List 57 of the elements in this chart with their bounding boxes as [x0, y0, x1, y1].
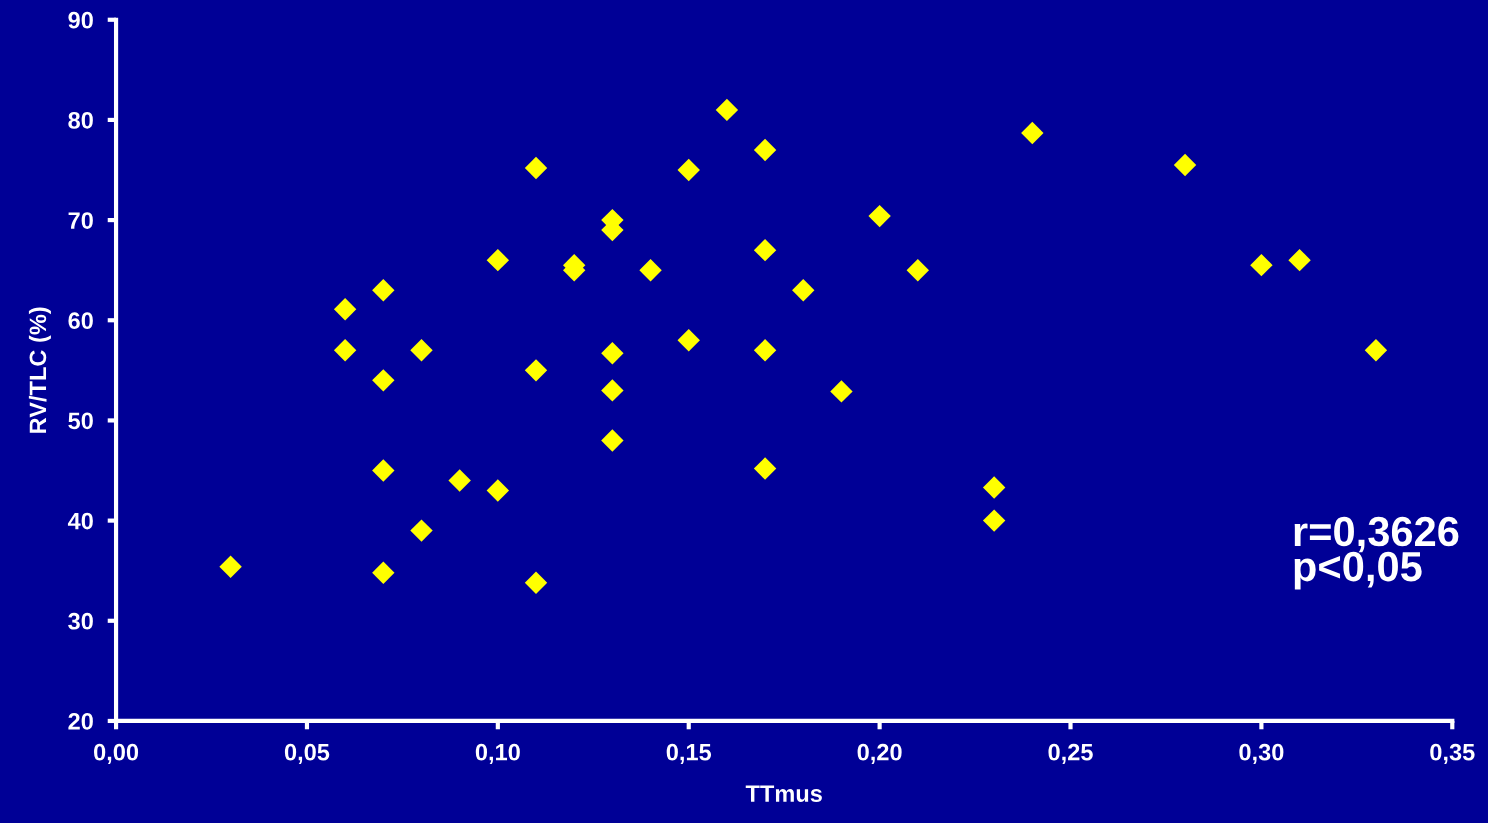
point	[982, 476, 1006, 499]
point	[486, 248, 510, 272]
point	[753, 339, 777, 362]
point	[715, 98, 739, 122]
point	[982, 509, 1006, 532]
point	[753, 138, 777, 162]
point	[372, 459, 395, 482]
y-tick-label: 20	[68, 713, 93, 730]
point	[448, 469, 471, 492]
y-tick-label: 40	[67, 512, 93, 530]
point	[333, 339, 357, 362]
x-tick-label: 0,10	[475, 743, 520, 764]
y-axis-title: RV/TLC (%)	[28, 307, 51, 433]
point	[601, 342, 624, 365]
y-tick-label: 70	[68, 212, 93, 229]
point	[677, 158, 700, 182]
point	[1021, 121, 1044, 145]
point	[601, 379, 624, 402]
x-tick-label: 0,05	[284, 743, 330, 764]
x-tick-label: 0,35	[1430, 743, 1475, 764]
point	[868, 204, 891, 228]
point	[372, 561, 395, 584]
x-tick-label: 0,20	[857, 743, 902, 764]
point	[524, 156, 548, 180]
x-tick-label: 0,00	[94, 743, 139, 764]
y-tick-label: 50	[68, 412, 93, 430]
y-tick-label: 80	[68, 111, 93, 129]
x-tick-label: 0,30	[1239, 743, 1284, 764]
y-tick-label: 60	[68, 312, 93, 330]
x-axis-title: TTmus	[745, 785, 822, 802]
point	[524, 571, 548, 594]
point	[410, 519, 433, 542]
point	[753, 457, 777, 480]
point	[830, 380, 853, 403]
y-tick-label: 90	[68, 11, 93, 29]
x-tick-label: 0,25	[1048, 743, 1093, 764]
point	[601, 429, 624, 452]
annotation: r=0,3626	[1294, 516, 1459, 553]
point	[219, 555, 242, 578]
point	[753, 238, 777, 262]
point	[1173, 153, 1197, 177]
point	[372, 279, 395, 302]
point	[677, 329, 700, 352]
point	[906, 258, 929, 282]
point	[639, 258, 662, 282]
point	[1250, 253, 1273, 277]
point	[1288, 248, 1311, 272]
point	[486, 479, 510, 502]
point	[792, 279, 815, 302]
x-tick-label: 0,15	[666, 743, 712, 764]
point	[1364, 339, 1388, 362]
point	[372, 369, 395, 392]
y-tick-label: 30	[68, 612, 93, 630]
point	[333, 298, 357, 321]
point	[410, 339, 433, 362]
annotation: p<0,05	[1294, 551, 1422, 590]
point	[524, 359, 548, 382]
